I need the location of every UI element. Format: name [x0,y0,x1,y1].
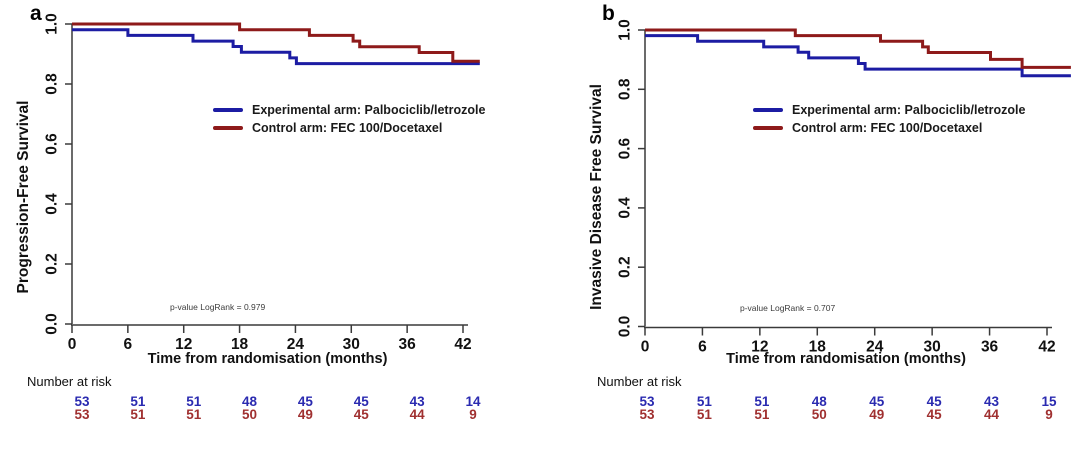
risk-value: 53 [639,407,655,422]
y-axis-title-b: Invasive Disease Free Survival [588,84,605,310]
legend-line-control-icon [753,126,783,130]
risk-value: 45 [869,394,885,409]
risk-value: 51 [186,407,202,422]
y-tick-label: 1.0 [617,19,634,41]
y-tick-label: 1.0 [44,13,61,35]
x-tick-label: 36 [981,339,999,356]
risk-row-control-a: 53 51 51 50 49 45 44 9 [0,408,540,422]
risk-value: 43 [409,394,425,409]
x-tick-label: 12 [751,339,768,356]
legend-line-control-icon [213,126,243,130]
x-tick-label: 42 [1038,339,1055,356]
risk-value: 45 [353,394,369,409]
risk-value: 50 [242,407,258,422]
risk-value: 53 [639,394,655,409]
x-tick-label: 24 [287,336,305,353]
y-tick-label: 0.0 [617,316,634,338]
y-tick-label: 0.0 [44,313,61,335]
p-value-annotation-b: p-value LogRank = 0.707 [740,303,836,313]
risk-value: 15 [1041,394,1057,409]
risk-value: 45 [926,407,942,422]
legend-line-experimental-icon [753,108,783,112]
y-tick-label: 0.8 [44,73,61,95]
risk-value: 45 [353,407,369,422]
y-tick-label: 0.4 [617,197,634,219]
risk-row-experimental-b: 53 51 51 48 45 45 43 15 [540,395,1080,409]
risk-value: 45 [926,394,942,409]
risk-value: 53 [74,394,90,409]
x-tick-label: 12 [175,336,192,353]
panel-letter-a: a [30,2,42,25]
risk-value: 51 [754,394,770,409]
legend-entry-control: Control arm: FEC 100/Docetaxel [753,119,1025,137]
km-plot-b: 1.0 0.8 0.6 0.4 0.2 0.0 0 6 12 18 24 30 36 42 [617,19,1071,356]
km-curve-control [645,28,1071,69]
y-tick-label: 0.2 [617,256,634,278]
km-curve-control [72,22,480,63]
risk-value: 51 [696,394,712,409]
risk-value: 48 [242,394,258,409]
p-value-annotation-a: p-value LogRank = 0.979 [170,302,266,312]
risk-value: 44 [409,407,425,422]
x-tick-label: 30 [343,336,360,353]
x-tick-label: 18 [231,336,249,353]
x-tick-label: 6 [124,336,133,353]
y-tick-label: 0.8 [617,78,634,100]
legend-entry-control: Control arm: FEC 100/Docetaxel [213,119,485,137]
x-tick-label: 24 [866,339,884,356]
x-tick-label: 18 [809,339,827,356]
km-plot-a: 1.0 0.8 0.6 0.4 0.2 0.0 0 6 12 18 24 30 36 42 [44,13,480,353]
risk-value: 45 [297,394,313,409]
risk-value: 48 [811,394,827,409]
number-at-risk-heading-a: Number at risk [27,374,112,389]
y-tick-label: 0.6 [617,137,634,159]
risk-value: 43 [984,394,1000,409]
panel-b-invasive-disease-free-survival: b 1.0 0.8 0.6 0.4 0.2 0.0 0 6 12 18 24 30 36 42 Invas… [540,0,1080,451]
legend-label-experimental: Experimental arm: Palbociclib/letrozole [252,103,486,117]
km-curve-experimental [72,28,480,66]
x-axis-title-a: Time from randomisation (months) [147,351,388,367]
legend-label-experimental: Experimental arm: Palbociclib/letrozole [792,103,1026,117]
y-tick-label: 0.6 [44,133,61,155]
x-tick-label: 30 [924,339,941,356]
legend-entry-experimental: Experimental arm: Palbociclib/letrozole [213,101,485,119]
y-tick-label: 0.2 [44,253,61,275]
x-tick-label: 0 [641,339,650,356]
panel-letter-b: b [602,2,615,25]
panel-a-progression-free-survival: a 1.0 0.8 0.6 0.4 0.2 0.0 0 6 12 18 24 30 36 42 Progr… [0,2,540,422]
risk-value: 51 [186,394,202,409]
risk-value: 49 [869,407,885,422]
y-tick-label: 0.4 [44,193,61,215]
legend-entry-experimental: Experimental arm: Palbociclib/letrozole [753,101,1025,119]
risk-value: 51 [130,407,146,422]
risk-value: 51 [754,407,770,422]
legend-line-experimental-icon [213,108,243,112]
risk-value: 51 [696,407,712,422]
risk-value: 9 [469,407,477,422]
x-tick-label: 36 [399,336,417,353]
risk-value: 50 [811,407,827,422]
km-curve-experimental [645,34,1071,78]
legend-label-control: Control arm: FEC 100/Docetaxel [792,121,983,135]
risk-value: 51 [130,394,146,409]
risk-value: 9 [1045,407,1053,422]
x-axis-title-b: Time from randomisation (months) [726,351,966,367]
risk-value: 53 [74,407,90,422]
risk-row-control-b: 53 51 51 50 49 45 44 9 [540,408,1080,422]
risk-value: 44 [984,407,1000,422]
number-at-risk-heading-b: Number at risk [597,374,682,389]
x-tick-label: 6 [698,339,707,356]
legend-label-control: Control arm: FEC 100/Docetaxel [252,121,443,135]
x-tick-label: 42 [454,336,471,353]
legend-a: Experimental arm: Palbociclib/letrozole … [213,101,485,137]
y-axis-title-a: Progression-Free Survival [15,100,32,294]
risk-value: 14 [465,394,481,409]
risk-row-experimental-a: 53 51 51 48 45 45 43 14 [0,395,540,409]
legend-b: Experimental arm: Palbociclib/letrozole … [753,101,1025,137]
risk-value: 49 [297,407,313,422]
x-tick-label: 0 [68,336,77,353]
